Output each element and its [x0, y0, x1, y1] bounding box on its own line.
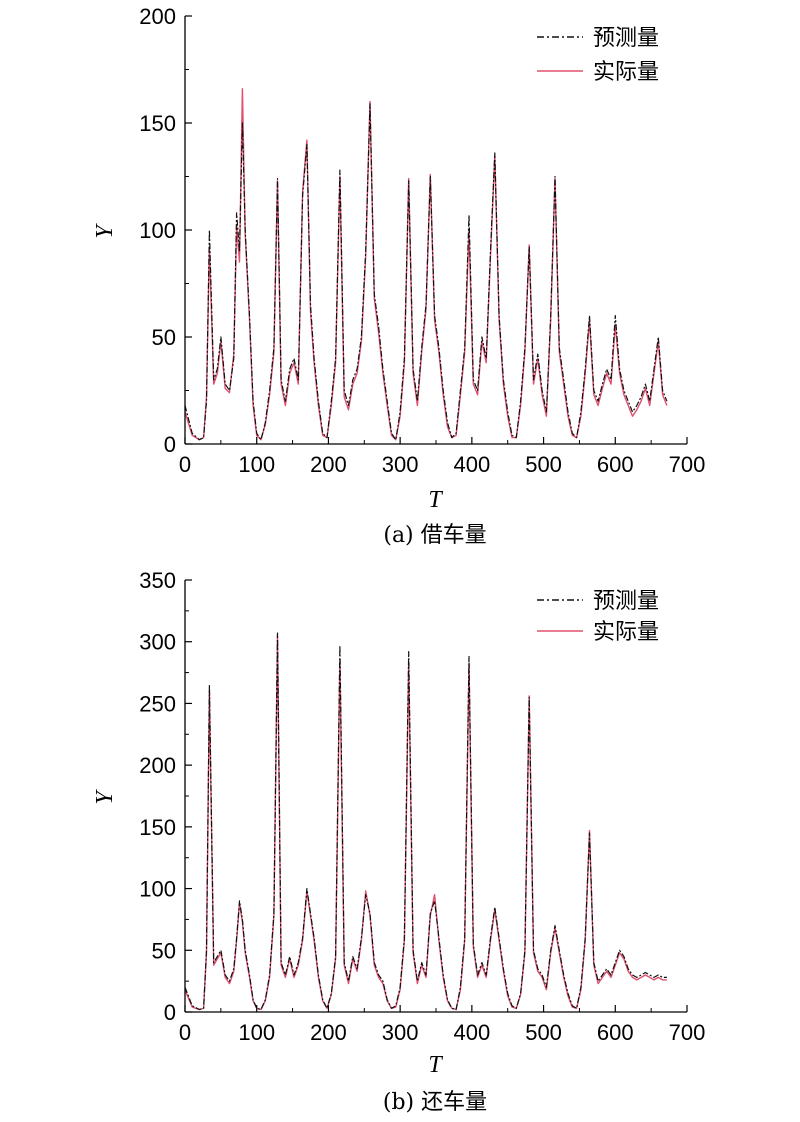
y-axis-label: Y: [92, 789, 118, 805]
x-tick-label: 500: [525, 452, 562, 477]
legend: 预测量 实际量: [537, 26, 659, 85]
series-line-predicted: [184, 103, 668, 441]
legend-label-predicted: 预测量: [593, 589, 659, 614]
panel-caption: (a) 借车量: [383, 523, 486, 548]
legend-label-actual: 实际量: [593, 620, 659, 645]
x-axis-label: T: [428, 487, 443, 513]
y-tick-label: 0: [164, 432, 176, 457]
x-axis-label: T: [428, 1052, 443, 1078]
plot-lines: [184, 88, 668, 441]
y-axis-label: Y: [92, 223, 118, 239]
x-tick-label: 600: [597, 452, 634, 477]
x-tick-label: 500: [525, 1020, 562, 1045]
legend: 预测量 实际量: [537, 589, 659, 645]
y-tick-label: 300: [139, 630, 176, 655]
x-tick-label: 400: [453, 1020, 490, 1045]
x-tick-label: 200: [310, 1020, 347, 1045]
x-tick-label: 700: [669, 1020, 706, 1045]
chart-panel-return: 0 50 100 150 200 250 300 350 0 100 200 300 400 500 600…: [92, 568, 705, 1115]
y-tick-label: 200: [139, 4, 176, 29]
y-tick-label: 50: [152, 325, 176, 350]
x-tick-label: 200: [310, 452, 347, 477]
x-tick-label: 600: [597, 1020, 634, 1045]
y-tick-label: 100: [139, 877, 176, 902]
y-tick-label: 150: [139, 111, 176, 136]
series-line-predicted: [184, 632, 667, 1011]
x-tick-label: 700: [669, 452, 706, 477]
x-tick-label: 0: [179, 452, 191, 477]
chart-panel-borrow: 0 50 100 150 200 0 100 200 300 400 500 600 700 Y T (…: [92, 4, 705, 548]
legend-label-predicted: 预测量: [593, 26, 659, 51]
y-tick-label: 350: [139, 568, 176, 593]
panel-caption: (b) 还车量: [383, 1090, 487, 1115]
axes: [184, 579, 688, 1013]
axes: [184, 15, 688, 445]
tick-labels: 0 50 100 150 200 0 100 200 300 400 500 600 700: [139, 4, 705, 477]
x-tick-label: 300: [382, 1020, 419, 1045]
legend-label-actual: 实际量: [593, 60, 659, 85]
series-line-actual: [184, 88, 668, 441]
x-tick-label: 400: [453, 452, 490, 477]
y-tick-label: 250: [139, 691, 176, 716]
y-tick-label: 200: [139, 753, 176, 778]
x-tick-label: 100: [238, 452, 275, 477]
y-tick-label: 100: [139, 218, 176, 243]
y-tick-label: 0: [164, 1000, 176, 1025]
plot-lines: [184, 632, 667, 1011]
y-tick-label: 150: [139, 815, 176, 840]
x-tick-label: 300: [382, 452, 419, 477]
y-tick-label: 50: [152, 938, 176, 963]
tick-labels: 0 50 100 150 200 250 300 350 0 100 200 300 400 500 600…: [139, 568, 705, 1045]
x-tick-label: 100: [238, 1020, 275, 1045]
x-tick-label: 0: [179, 1020, 191, 1045]
series-line-actual: [184, 634, 667, 1011]
